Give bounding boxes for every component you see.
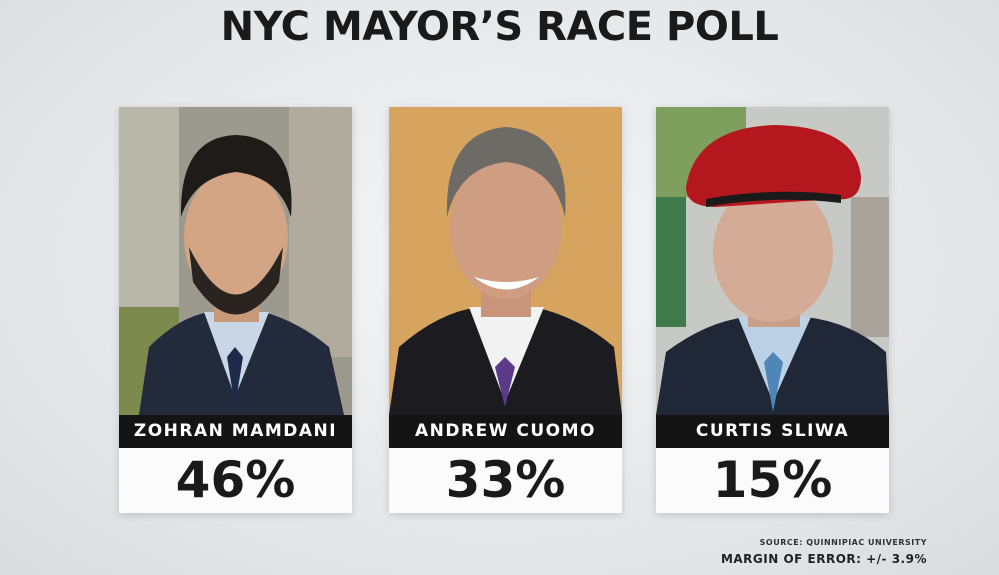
candidate-name: ANDREW CUOMO	[389, 415, 622, 448]
candidate-result: 15%	[656, 448, 889, 513]
candidate-photo	[656, 107, 889, 415]
candidate-card: ZOHRAN MAMDANI 46%	[119, 107, 352, 513]
candidate-name: CURTIS SLIWA	[656, 415, 889, 448]
title: NYC MAYOR’S RACE POLL	[220, 4, 779, 50]
candidate-photo	[389, 107, 622, 415]
candidate-card: CURTIS SLIWA 15%	[656, 107, 889, 513]
source-note: SOURCE: QUINNIPIAC UNIVERSITY	[759, 538, 927, 547]
candidate-result: 46%	[119, 448, 352, 513]
candidate-result: 33%	[389, 448, 622, 513]
margin-of-error: MARGIN OF ERROR: +/- 3.9%	[720, 552, 927, 566]
candidate-photo	[119, 107, 352, 415]
candidate-name: ZOHRAN MAMDANI	[119, 415, 352, 448]
candidate-card: ANDREW CUOMO 33%	[389, 107, 622, 513]
